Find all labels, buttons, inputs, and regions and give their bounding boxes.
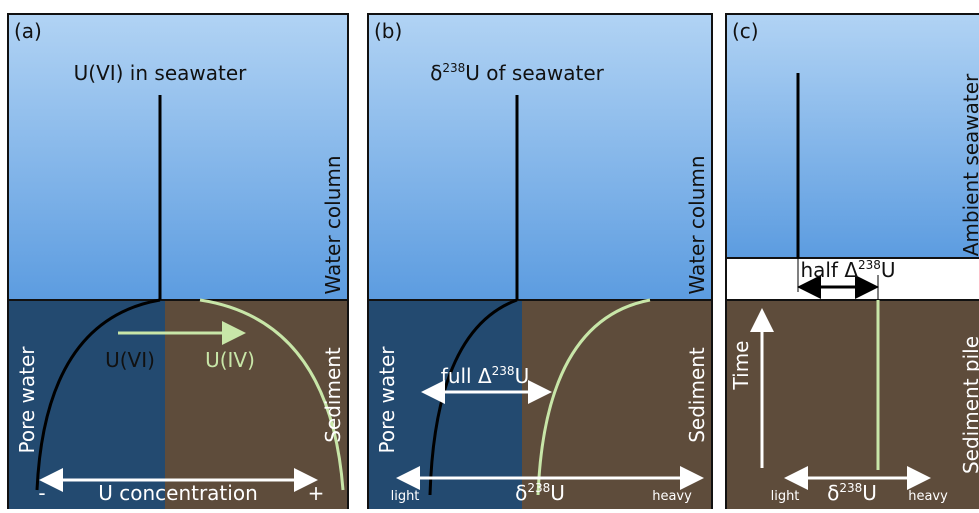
panel-label: (a)	[14, 19, 42, 43]
label: -	[38, 481, 45, 505]
label: Ambient seawater	[959, 73, 979, 256]
label: Sediment	[685, 347, 709, 443]
label: Sediment pile	[959, 336, 979, 474]
water	[8, 14, 348, 300]
axis-label: U concentration	[98, 481, 258, 505]
label: half Δ238U	[800, 258, 895, 282]
diagram: (a) U(VI) in seawater Water column Pore …	[0, 0, 979, 509]
panel-b: (b) δ238U of seawater Water column Pore …	[368, 14, 712, 509]
label: light	[771, 489, 800, 504]
label: Pore water	[375, 346, 399, 454]
label: Sediment	[321, 347, 345, 443]
panel-c: (c) Ambient seawater half Δ238U Time Sed…	[726, 14, 979, 509]
label: heavy	[652, 489, 692, 504]
panel-label: (c)	[732, 19, 759, 43]
label: U(VI)	[105, 348, 155, 372]
label: +	[308, 481, 325, 505]
label: Water column	[321, 155, 345, 294]
label: light	[391, 489, 420, 504]
panel-a: (a) U(VI) in seawater Water column Pore …	[8, 14, 348, 509]
title: U(VI) in seawater	[74, 61, 248, 85]
label: heavy	[908, 489, 948, 504]
label: full Δ238U	[441, 364, 529, 388]
label: Time	[729, 341, 753, 391]
water	[368, 14, 712, 300]
label: U(IV)	[205, 348, 255, 372]
panel-label: (b)	[374, 19, 402, 43]
water	[726, 14, 979, 258]
label: Pore water	[15, 346, 39, 454]
label: Water column	[685, 155, 709, 294]
